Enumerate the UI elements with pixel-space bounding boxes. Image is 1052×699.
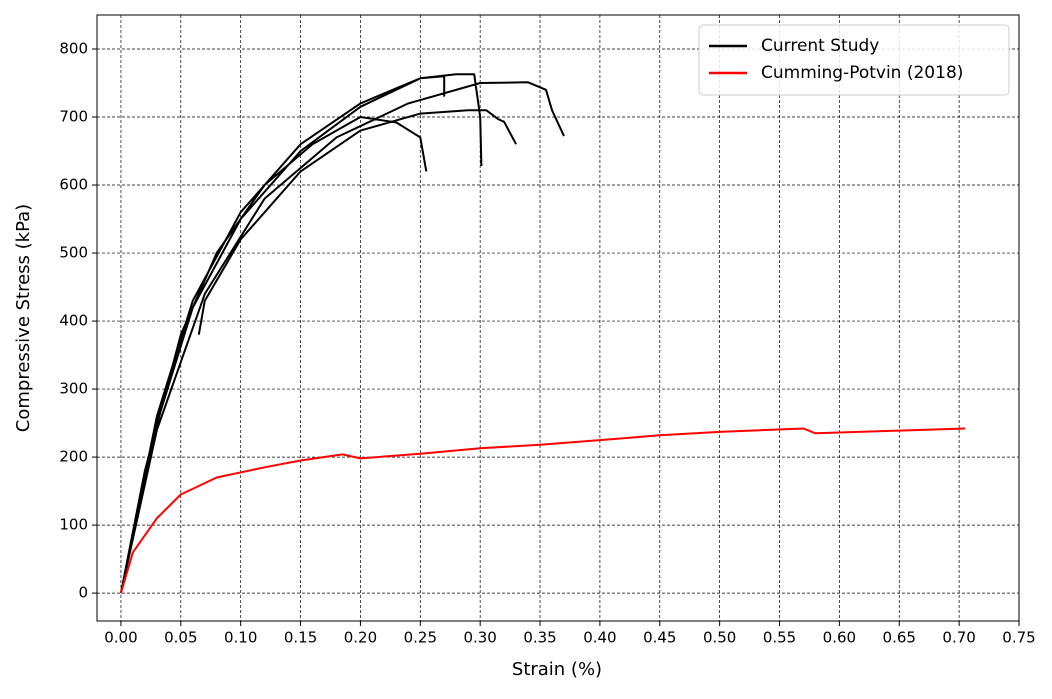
y-tick-label: 400 <box>59 312 88 330</box>
y-tick-label: 100 <box>59 516 88 534</box>
y-tick-label: 300 <box>59 380 88 398</box>
x-tick-label: 0.00 <box>104 629 137 647</box>
y-tick-label: 700 <box>59 108 88 126</box>
legend-label: Cumming-Potvin (2018) <box>761 63 963 83</box>
x-axis-label: Strain (%) <box>512 659 602 680</box>
x-tick-label: 0.15 <box>284 629 317 647</box>
y-tick-label: 0 <box>78 584 88 602</box>
x-tick-label: 0.25 <box>404 629 437 647</box>
data-line <box>119 427 966 594</box>
data-line <box>119 73 565 594</box>
x-tick-label: 0.65 <box>883 629 916 647</box>
x-tick-label: 0.20 <box>344 629 377 647</box>
x-tick-label: 0.50 <box>703 629 736 647</box>
x-tick-label: 0.40 <box>583 629 616 647</box>
y-tick-label: 800 <box>59 40 88 58</box>
y-tick-label: 600 <box>59 176 88 194</box>
legend-box <box>698 24 1010 96</box>
x-tick-label: 0.35 <box>523 629 556 647</box>
x-tick-label: 0.10 <box>224 629 257 647</box>
x-tick-label: 0.30 <box>463 629 496 647</box>
y-tick-label: 200 <box>59 448 88 466</box>
x-tick-label: 0.45 <box>643 629 676 647</box>
x-tick-label: 0.70 <box>942 629 975 647</box>
plot-frame <box>96 14 1020 622</box>
x-tick-label: 0.75 <box>1002 629 1035 647</box>
x-tick-label: 0.05 <box>164 629 197 647</box>
legend-label: Current Study <box>761 36 879 56</box>
y-tick-label: 500 <box>59 244 88 262</box>
x-tick-label: 0.55 <box>763 629 796 647</box>
y-axis-label: Compressive Stress (kPa) <box>13 204 34 432</box>
x-tick-label: 0.60 <box>823 629 856 647</box>
